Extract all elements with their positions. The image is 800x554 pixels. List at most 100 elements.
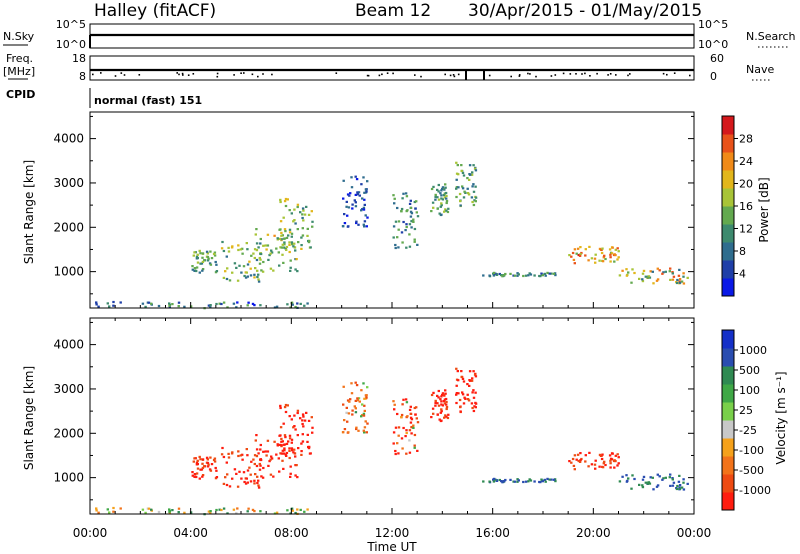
range-gate-cell <box>575 458 578 461</box>
range-gate-cell <box>460 370 463 373</box>
nave-dot <box>666 73 668 76</box>
range-gate-cell <box>638 277 641 280</box>
range-gate-cell <box>346 420 349 423</box>
colorbar-frame <box>721 329 735 511</box>
range-gate-cell <box>246 304 249 307</box>
range-gate-cell <box>609 466 612 469</box>
range-gate-cell <box>231 271 234 274</box>
range-gate-cell <box>457 173 460 176</box>
range-gate-cell <box>294 428 297 431</box>
range-gate-cell <box>678 487 682 490</box>
range-gate-cell <box>268 460 271 463</box>
x-tick-label: 00:00 <box>677 526 712 540</box>
range-gate-cell <box>301 216 304 220</box>
range-gate-cell <box>541 480 544 483</box>
range-gate-cell <box>183 305 186 308</box>
range-gate-cell <box>579 452 582 455</box>
range-gate-cell <box>292 220 295 223</box>
nave-dot <box>366 74 369 77</box>
nave-dot <box>615 74 617 76</box>
range-gate-cell <box>470 402 474 405</box>
range-gate-cell <box>220 302 223 306</box>
range-gate-cell <box>215 469 218 472</box>
range-gate-cell <box>259 458 263 462</box>
range-gate-cell <box>504 478 507 482</box>
range-gate-cell <box>347 431 350 434</box>
range-gate-cell <box>244 482 248 485</box>
range-gate-cell <box>288 449 291 452</box>
range-gate-cell <box>602 256 605 259</box>
range-gate-cell <box>203 259 206 262</box>
range-gate-cell <box>191 471 194 474</box>
range-gate-cell <box>675 487 679 491</box>
range-gate-cell <box>473 373 477 376</box>
range-gate-cell <box>259 304 262 307</box>
range-gate-cell <box>544 274 547 277</box>
nsearch-label: N.Search <box>746 30 796 43</box>
range-gate-cell <box>255 228 258 231</box>
range-gate-cell <box>177 301 181 304</box>
range-gate-cell <box>237 454 240 458</box>
range-gate-cell <box>462 196 466 199</box>
range-gate-cell <box>413 446 416 449</box>
range-gate-cell <box>206 461 210 465</box>
range-gate-cell <box>279 406 282 410</box>
range-gate-cell <box>206 465 210 468</box>
range-gate-cell <box>584 454 587 457</box>
range-gate-cell <box>253 273 256 276</box>
range-gate-cell <box>600 248 603 251</box>
range-gate-cell <box>455 384 458 387</box>
range-gate-cell <box>193 267 197 270</box>
range-gate-cell <box>682 275 685 278</box>
colorbar-segment <box>722 224 734 243</box>
range-gate-cell <box>546 271 549 274</box>
range-gate-cell <box>284 436 287 439</box>
x-tick-label: 16:00 <box>475 526 510 540</box>
range-gate-cell <box>245 448 248 451</box>
range-gate-cell <box>290 241 294 244</box>
range-gate-cell <box>290 418 293 421</box>
range-gate-cell <box>405 195 409 198</box>
range-gate-cell <box>512 274 515 277</box>
range-gate-cell <box>415 200 418 203</box>
range-gate-cell <box>671 272 674 275</box>
range-gate-cell <box>397 220 401 223</box>
range-gate-cell <box>363 225 366 228</box>
range-gate-cell <box>281 246 285 249</box>
range-gate-cell <box>286 404 289 407</box>
range-gate-cell <box>356 193 359 196</box>
range-gate-cell <box>355 426 358 429</box>
range-gate-cell <box>245 477 248 480</box>
range-gate-cell <box>296 270 299 273</box>
range-gate-cell <box>572 258 576 261</box>
range-gate-cell <box>269 267 273 270</box>
range-gate-cell <box>288 241 291 244</box>
range-gate-cell <box>201 475 204 478</box>
range-gate-cell <box>144 511 147 514</box>
range-gate-cell <box>443 402 446 405</box>
range-gate-cell <box>278 470 281 473</box>
range-gate-cell <box>412 424 415 427</box>
range-gate-cell <box>285 451 289 455</box>
range-gate-cell <box>206 458 209 461</box>
range-gate-cell <box>527 480 530 483</box>
range-gate-cell <box>362 223 365 226</box>
range-gate-cell <box>601 453 604 456</box>
range-gate-cell <box>224 476 227 479</box>
range-gate-cell <box>236 279 240 282</box>
range-gate-cell <box>440 189 443 192</box>
range-gate-cell <box>442 194 446 197</box>
range-gate-cell <box>201 458 205 461</box>
range-gate-cell <box>365 225 368 228</box>
range-gate-cell <box>616 464 619 467</box>
range-gate-cell <box>228 485 232 488</box>
colorbar-tick-label: -1000 <box>739 484 771 497</box>
range-gate-cell <box>141 302 145 305</box>
range-gate-cell <box>259 464 262 467</box>
range-gate-cell <box>355 178 359 181</box>
range-gate-cell <box>193 473 197 476</box>
range-gate-cell <box>470 196 474 199</box>
range-gate-cell <box>524 480 528 483</box>
range-gate-cell <box>363 191 366 194</box>
range-gate-cell <box>95 509 98 512</box>
